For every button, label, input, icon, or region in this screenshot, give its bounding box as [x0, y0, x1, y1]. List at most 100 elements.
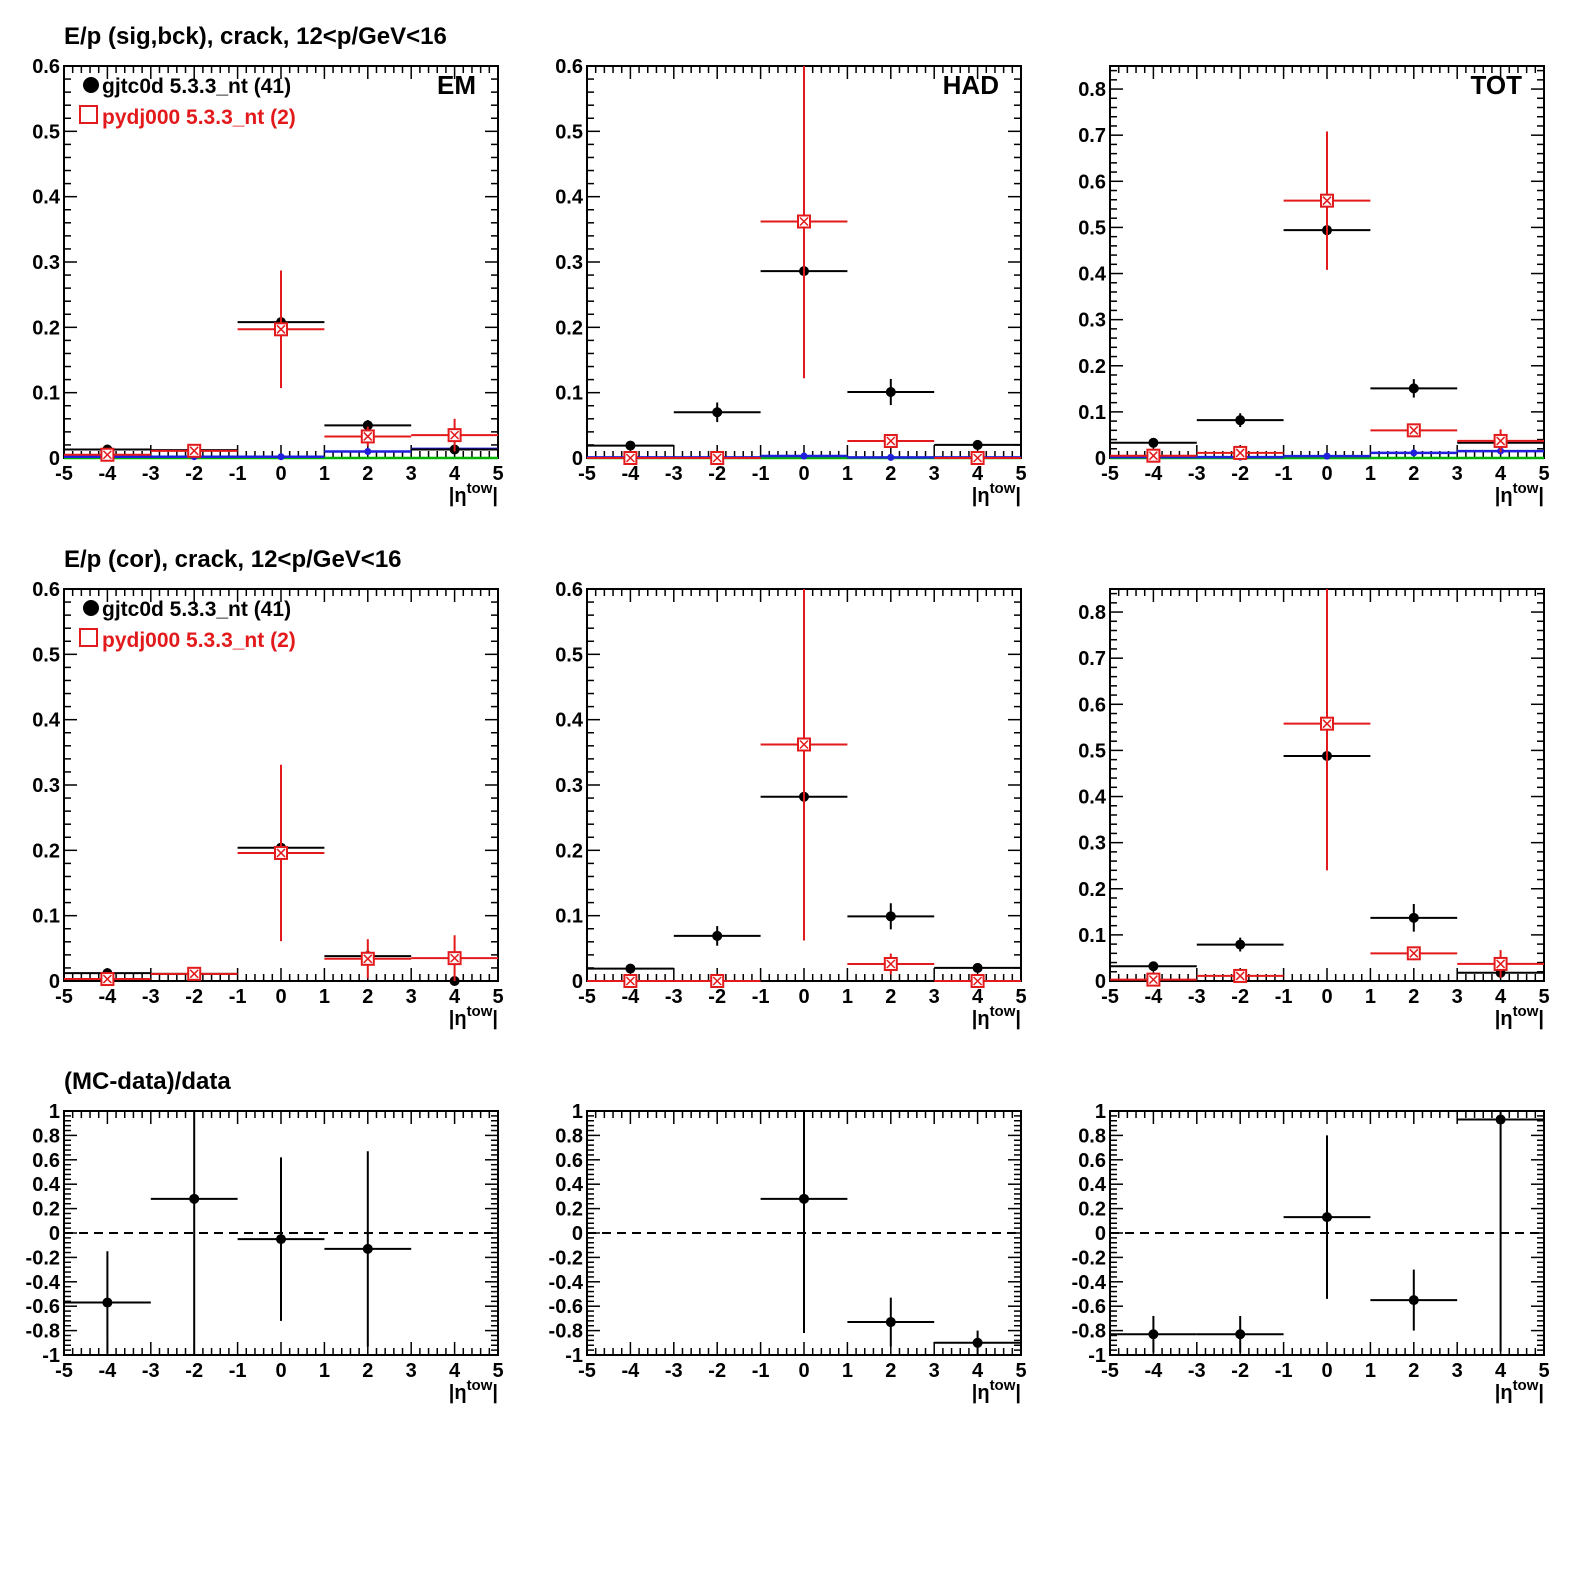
mc-point-cross — [973, 453, 983, 463]
mc-point-cross — [1409, 948, 1419, 958]
x-tick-label: 2 — [362, 463, 373, 485]
data-point — [1148, 437, 1159, 448]
y-tick-label: 0.5 — [1078, 740, 1106, 762]
x-tick-label: -4 — [99, 986, 118, 1008]
y-tick-label: 0.4 — [32, 187, 61, 209]
x-axis-label: |ηtow| — [972, 1003, 1021, 1030]
y-tick-label: 0.2 — [555, 317, 583, 339]
y-tick-label: -0.4 — [1072, 1272, 1107, 1294]
data-point — [1408, 383, 1419, 394]
mc-point-cross — [1496, 959, 1506, 969]
mc-point-cross — [1496, 436, 1506, 446]
y-tick-label: 0.5 — [555, 644, 583, 666]
y-tick-label: 0.8 — [1078, 1125, 1106, 1147]
mc-point-cross — [276, 848, 286, 858]
x-tick-label: -3 — [142, 986, 160, 1008]
x-tick-label: -5 — [55, 1360, 73, 1382]
x-tick-label: 2 — [1408, 986, 1419, 1008]
mc-point-cross — [189, 446, 199, 456]
x-tick-label: -1 — [1275, 1360, 1293, 1382]
y-tick-label: 0.3 — [555, 775, 583, 797]
x-tick-label: -4 — [99, 463, 118, 485]
chart-panel-6: -5 -4 -3 -2 -1 0 1 2 3 4 5 0 0.1 0.2 0.3 0.4 0.5 0.6 0.7 0.… — [1078, 588, 1550, 1030]
y-tick-label: 0.1 — [555, 906, 583, 928]
data-point — [1408, 912, 1419, 923]
y-tick-label: 0.1 — [1078, 925, 1106, 947]
y-tick-label: 0.2 — [1078, 879, 1106, 901]
x-tick-label: -3 — [142, 1360, 160, 1382]
mc-point-cross — [1409, 425, 1419, 435]
data-point — [362, 1243, 373, 1254]
mc-point-cross — [886, 436, 896, 446]
y-tick-label: -0.2 — [1072, 1247, 1106, 1269]
x-tick-label: 4 — [449, 986, 461, 1008]
mc-point-cross — [1235, 971, 1245, 981]
x-tick-label: -4 — [99, 1360, 118, 1382]
x-tick-label: 3 — [1452, 1360, 1463, 1382]
chart-panel-4: -5 -4 -3 -2 -1 0 1 2 3 4 5 0 0.1 0.2 0.3 0.4 0.5 0.6 |ηtow… — [32, 546, 503, 1030]
x-tick-label: -2 — [185, 463, 203, 485]
x-tick-label: -3 — [665, 463, 683, 485]
series-mc — [587, 589, 1021, 988]
mc-point-cross — [1322, 196, 1332, 206]
chart-panel-8: -5 -4 -3 -2 -1 0 1 2 3 4 5-1-0.8-0.6-0.4-0.200.20.… — [549, 1101, 1027, 1404]
x-tick-label: -5 — [578, 1360, 596, 1382]
x-tick-label: -2 — [1231, 1360, 1249, 1382]
x-tick-label: -4 — [1145, 986, 1164, 1008]
mc-point-cross — [102, 450, 112, 460]
y-tick-label: 0.6 — [555, 1150, 583, 1172]
x-tick-label: -1 — [752, 463, 770, 485]
panel-corner-label: HAD — [943, 70, 999, 100]
x-tick-label: 5 — [1538, 986, 1549, 1008]
x-tick-label: -4 — [1145, 1360, 1164, 1382]
y-tick-label: 0 — [1095, 1223, 1106, 1245]
y-tick-label: 0.8 — [555, 1125, 583, 1147]
x-tick-label: 1 — [319, 463, 330, 485]
data-point — [1235, 939, 1246, 950]
x-tick-label: 1 — [842, 986, 853, 1008]
y-tick-label: -1 — [565, 1345, 583, 1367]
y-tick-label: -0.6 — [1072, 1296, 1106, 1318]
x-tick-label: 3 — [406, 463, 417, 485]
y-tick-label: 0.2 — [32, 317, 60, 339]
y-tick-label: 0.1 — [32, 906, 60, 928]
data-point — [1235, 1329, 1246, 1340]
x-tick-label: 2 — [885, 463, 896, 485]
y-tick-label: 0.1 — [32, 383, 60, 405]
x-tick-label: -1 — [229, 1360, 247, 1382]
row-title: E/p (cor), crack, 12<p/GeV<16 — [64, 546, 402, 573]
blue-point — [1323, 452, 1331, 460]
y-tick-label: 0.2 — [1078, 1199, 1106, 1221]
legend-data-label: gjtc0d 5.3.3_nt (41) — [102, 598, 291, 621]
x-tick-label: 5 — [492, 463, 503, 485]
x-tick-label: 1 — [1365, 1360, 1376, 1382]
panel-grid: -5 -4 -3 -2 -1 0 1 2 3 4 5 0 0.1 0.2 0.3 0.4 0.5 0.6 |ηtow… — [26, 23, 1550, 1404]
data-point — [799, 1193, 809, 1204]
x-axis-label: |ηtow| — [972, 1377, 1021, 1404]
x-tick-label: -3 — [1188, 1360, 1206, 1382]
y-tick-label: 0.3 — [1078, 310, 1106, 332]
x-tick-label: 3 — [1452, 463, 1463, 485]
x-tick-label: -5 — [578, 986, 596, 1008]
x-tick-label: -4 — [622, 1360, 641, 1382]
x-axis-label: |ηtow| — [972, 480, 1021, 507]
y-tick-label: 0.2 — [1078, 356, 1106, 378]
x-tick-label: -5 — [1101, 1360, 1119, 1382]
y-tick-label: 0 — [49, 1223, 60, 1245]
x-tick-label: 0 — [275, 986, 286, 1008]
data-point — [972, 1337, 983, 1348]
mc-point-cross — [1148, 975, 1158, 985]
x-tick-label: -4 — [622, 986, 641, 1008]
x-tick-label: -2 — [708, 463, 726, 485]
x-tick-label: 2 — [1408, 463, 1419, 485]
y-tick-label: -0.4 — [26, 1272, 61, 1294]
data-point — [972, 439, 983, 450]
y-tick-label: 0.4 — [555, 710, 584, 732]
blue-point — [364, 447, 372, 455]
x-tick-label: -3 — [665, 1360, 683, 1382]
y-tick-label: 0 — [572, 1223, 583, 1245]
y-tick-label: 0.7 — [1078, 648, 1106, 670]
y-tick-label: -1 — [42, 1345, 60, 1367]
mc-point-cross — [276, 324, 286, 334]
